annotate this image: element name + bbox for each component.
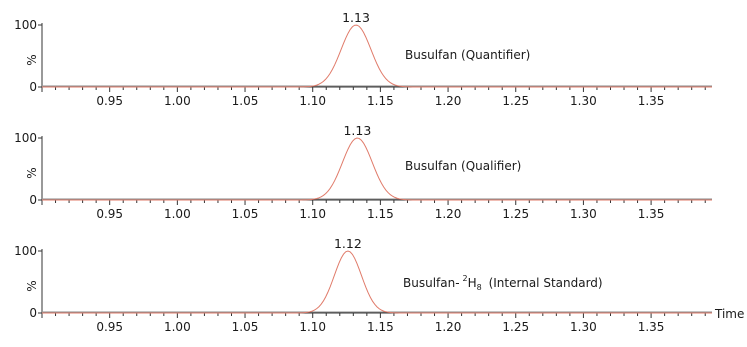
y-tick-label: 0 [29,80,37,94]
y-tick-label: 100 [14,131,37,145]
x-tick-label: 1.30 [570,94,597,108]
x-tick-label: 1.35 [638,207,665,221]
peak-trace [42,250,712,314]
trace-name-label: Busulfan (Qualifier) [405,159,521,173]
y-axis-label: % [25,167,39,178]
x-tick-label: 1.05 [232,320,259,334]
x-tick-label: 1.25 [502,320,529,334]
x-tick-label: 1.10 [299,320,326,334]
x-tick-label: 1.10 [299,94,326,108]
x-tick-label: 1.05 [232,94,259,108]
x-tick-label: 1.25 [502,207,529,221]
chromatogram-panel-3: 0 100% 0.95 1.00 1.05 1.10 1.15 1.20 1.25 1.30 1.3… [14,236,744,334]
peak-retention-time-label: 1.13 [343,123,371,138]
trace-name-label: Busulfan- 2H8 (Internal Standard) [403,274,603,292]
peak-retention-time-label: 1.13 [342,10,370,25]
x-tick-label: 1.20 [435,94,462,108]
x-tick-label: 1.15 [367,94,394,108]
x-tick-label: 1.05 [232,207,259,221]
x-tick-label: 1.00 [164,94,191,108]
chromatogram-panel-2: 0 100% 0.95 1.00 1.05 1.10 1.15 1.20 1.25 1.30 1.3… [14,123,712,221]
y-axis-label: % [25,54,39,65]
y-tick-label: 100 [14,18,37,32]
x-tick-label: 1.15 [367,320,394,334]
x-tick-label: 1.10 [299,207,326,221]
x-tick-label: 0.95 [96,320,123,334]
x-tick-label: 1.00 [164,207,191,221]
x-tick-label: 1.30 [570,320,597,334]
x-tick-label: 1.20 [435,320,462,334]
x-tick-label: 1.15 [367,207,394,221]
y-tick-label: 0 [29,193,37,207]
x-tick-label: 1.20 [435,207,462,221]
y-tick-label: 100 [14,244,37,258]
peak-retention-time-label: 1.12 [334,236,362,251]
x-tick-label: 0.95 [96,94,123,108]
y-tick-label: 0 [29,306,37,320]
x-tick-label: 1.35 [638,320,665,334]
x-tick-label: 1.35 [638,94,665,108]
peak-trace [42,137,712,201]
chromatogram-panel-1: 0 100% 0.95 1.00 1.05 1.10 1.15 1.20 1.25 1.30 1.3… [14,10,712,108]
x-axis-label: Time [714,307,744,321]
y-axis-label: % [25,280,39,291]
x-tick-label: 1.25 [502,94,529,108]
x-tick-label: 1.30 [570,207,597,221]
x-tick-label: 0.95 [96,207,123,221]
peak-trace [42,24,712,88]
trace-name-label: Busulfan (Quantifier) [405,48,530,62]
x-tick-label: 1.00 [164,320,191,334]
